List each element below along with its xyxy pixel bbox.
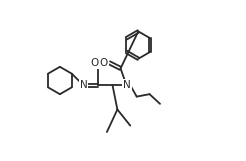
Text: O: O xyxy=(99,58,108,68)
Text: N: N xyxy=(123,80,131,90)
Text: N: N xyxy=(80,80,87,90)
Text: OH: OH xyxy=(90,58,106,68)
